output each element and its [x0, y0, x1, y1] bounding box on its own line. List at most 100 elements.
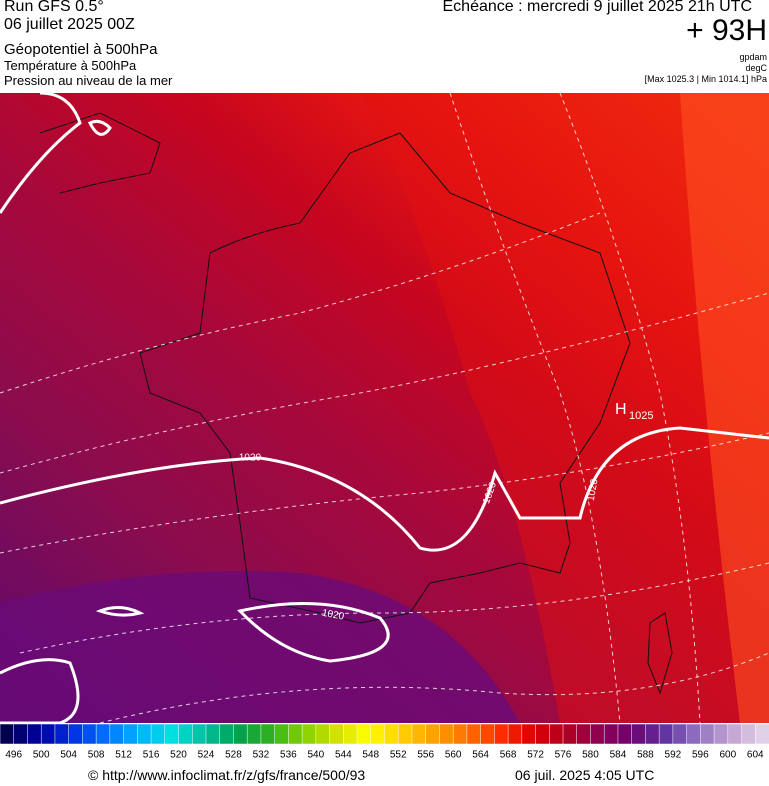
color-swatch	[82, 723, 97, 745]
generated: 06 juil. 2025 4:05 UTC	[515, 767, 655, 783]
color-swatch	[411, 723, 427, 745]
legend-label: 580	[582, 750, 599, 761]
color-swatch	[439, 723, 454, 745]
color-swatch	[727, 723, 743, 745]
color-swatch	[288, 723, 303, 745]
color-swatch	[274, 723, 290, 745]
color-swatch	[713, 723, 729, 745]
legend-label: 588	[637, 750, 654, 761]
color-swatch	[755, 723, 769, 745]
color-swatch	[466, 723, 482, 745]
field: Température à 500hPa	[4, 58, 137, 73]
color-swatch	[95, 723, 111, 745]
legend-label: 584	[610, 750, 627, 761]
legend-label: 556	[417, 750, 434, 761]
color-swatch	[452, 723, 468, 745]
color-swatch	[562, 723, 578, 745]
legend-label: 600	[719, 750, 736, 761]
color-swatch	[384, 723, 399, 745]
color-swatch	[68, 723, 84, 745]
color-swatch	[521, 723, 537, 745]
color-swatch	[672, 723, 688, 745]
color-swatch	[645, 723, 660, 745]
run: Run GFS 0.5°	[4, 0, 104, 15]
legend-label: 596	[692, 750, 709, 761]
unit: degC	[745, 63, 767, 73]
legend-label: 524	[198, 750, 215, 761]
color-swatch	[123, 723, 139, 745]
warm-area	[360, 93, 769, 723]
isobar-label: 1020	[321, 608, 345, 623]
legend-label: 496	[5, 750, 22, 761]
color-swatch	[233, 723, 248, 745]
color-swatch	[425, 723, 441, 745]
color-swatch	[109, 723, 125, 745]
legend-label: 544	[335, 750, 352, 761]
legend-label: 532	[253, 750, 270, 761]
field: Géopotentiel à 500hPa	[4, 41, 158, 58]
high-value: 1025	[629, 410, 653, 422]
run-date: 06 juillet 2025 00Z	[4, 16, 135, 33]
color-swatch	[658, 723, 674, 745]
unit: gpdam	[739, 52, 767, 62]
color-swatch	[40, 723, 56, 745]
legend-label: 552	[390, 750, 407, 761]
color-swatch	[741, 723, 757, 745]
legend-label: 576	[555, 750, 572, 761]
color-swatch	[178, 723, 193, 745]
color-swatch	[549, 723, 564, 745]
color-swatch	[343, 723, 358, 745]
color-swatch	[686, 723, 702, 745]
color-swatch	[356, 723, 372, 745]
color-swatch	[535, 723, 551, 745]
coastline	[39, 112, 673, 695]
color-swatch	[480, 723, 496, 745]
legend-label: 572	[527, 750, 544, 761]
legend-label: 516	[143, 750, 160, 761]
color-swatch	[494, 723, 509, 745]
field: Pression au niveau de la mer	[4, 73, 173, 88]
legend-label: 504	[60, 750, 77, 761]
legend-label: 500	[33, 750, 50, 761]
valid-time: Echéance : mercredi 9 juillet 2025 21h U…	[442, 0, 753, 15]
isobar	[0, 93, 769, 723]
warm-area	[680, 93, 769, 723]
color-swatch	[0, 723, 15, 745]
legend-label: 536	[280, 750, 297, 761]
color-swatch	[260, 723, 276, 745]
isotherm	[0, 93, 769, 723]
color-swatch	[397, 723, 413, 745]
legend-label: 568	[500, 750, 517, 761]
color-swatch	[137, 723, 152, 745]
color-swatch	[576, 723, 592, 745]
isobar-label: 1020	[586, 478, 601, 502]
color-swatch	[370, 723, 386, 745]
color-swatch	[507, 723, 523, 745]
high-symbol: H	[615, 401, 627, 418]
color-swatch	[315, 723, 331, 745]
legend-label: 512	[115, 750, 132, 761]
color-swatch	[301, 723, 317, 745]
legend-label: 604	[747, 750, 764, 761]
colorbar: 496 500 504 508 512 516 520 524 528 532 536 540 544 5…	[0, 723, 769, 761]
color-swatch	[329, 723, 345, 745]
color-swatch	[617, 723, 633, 745]
color-swatch	[27, 723, 42, 745]
color-swatch	[603, 723, 619, 745]
legend-label: 528	[225, 750, 242, 761]
isobar-label: 1020	[239, 453, 262, 464]
legend-label: 564	[472, 750, 489, 761]
pressure-range: [Max 1025.3 | Min 1014.1] hPa	[644, 74, 767, 84]
color-swatch	[700, 723, 715, 745]
color-swatch	[54, 723, 70, 745]
color-swatch	[13, 723, 29, 745]
source: © http://www.infoclimat.fr/z/gfs/france/…	[88, 767, 366, 783]
legend-label: 548	[362, 750, 379, 761]
color-swatch	[631, 723, 647, 745]
color-swatch	[219, 723, 235, 745]
color-swatch	[164, 723, 180, 745]
color-swatch	[205, 723, 221, 745]
lead-time: + 93H	[686, 14, 767, 47]
